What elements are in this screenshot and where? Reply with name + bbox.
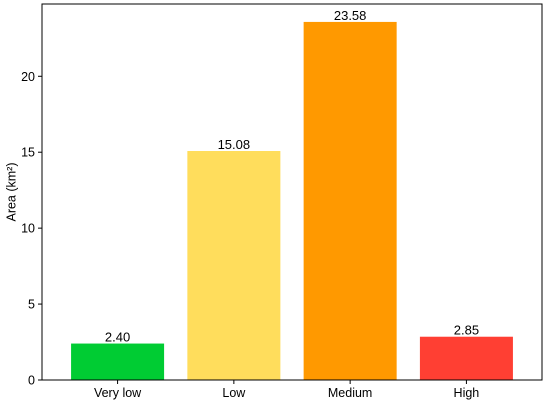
y-axis-title: Area (km²)	[4, 162, 18, 221]
y-axis: 0 5 10 15 20	[21, 70, 42, 388]
bar	[303, 21, 397, 380]
y-tick-label: 20	[21, 70, 35, 84]
x-axis: Very low Low Medium High	[94, 380, 479, 400]
x-tick-label: High	[454, 386, 480, 400]
x-tick-label: Very low	[94, 386, 142, 400]
bar	[419, 336, 513, 380]
y-tick-label: 5	[28, 298, 35, 312]
bar-value-label: 15.08	[218, 137, 251, 152]
y-tick-label: 15	[21, 146, 35, 160]
bar	[187, 151, 281, 380]
y-tick-label: 0	[28, 374, 35, 388]
x-tick-label: Low	[222, 386, 246, 400]
bar	[71, 343, 165, 380]
y-tick-label: 10	[21, 222, 35, 236]
bars-layer	[71, 21, 513, 380]
bar-value-label: 23.58	[334, 8, 367, 23]
bar-value-label: 2.85	[454, 323, 479, 338]
bar-value-label: 2.40	[105, 330, 130, 345]
data-labels-layer: 2.40 15.08 23.58 2.85	[105, 8, 479, 345]
x-tick-label: Medium	[328, 386, 372, 400]
plot-frame	[41, 3, 543, 381]
